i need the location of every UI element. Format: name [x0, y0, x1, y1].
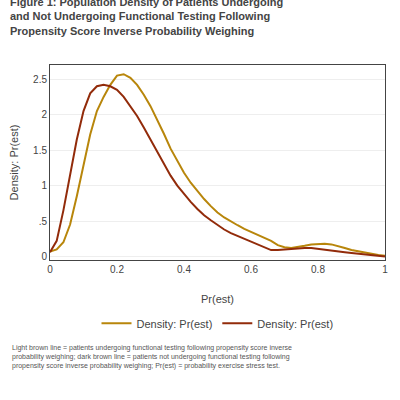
svg-text:Figure 1: Population Density o: Figure 1: Population Density of Patients… [10, 0, 283, 37]
svg-text:0.2: 0.2 [110, 264, 124, 275]
svg-text:0.4: 0.4 [177, 264, 191, 275]
svg-text:Density: Pr(est): Density: Pr(est) [137, 318, 213, 330]
svg-text:0: 0 [41, 251, 47, 262]
svg-text:1: 1 [382, 264, 388, 275]
svg-text:.5: .5 [39, 216, 48, 227]
svg-text:1: 1 [41, 180, 47, 191]
svg-text:2.5: 2.5 [33, 74, 47, 85]
svg-text:0.8: 0.8 [311, 264, 325, 275]
svg-text:2: 2 [41, 109, 47, 120]
svg-text:1.5: 1.5 [33, 145, 47, 156]
svg-text:Light brown line = patients un: Light brown line = patients undergoing f… [12, 344, 292, 370]
svg-text:0: 0 [47, 264, 53, 275]
svg-text:0.6: 0.6 [244, 264, 258, 275]
svg-text:Pr(est): Pr(est) [201, 293, 234, 305]
svg-text:Density: Pr(est): Density: Pr(est) [8, 125, 20, 201]
svg-text:Density: Pr(est): Density: Pr(est) [257, 318, 333, 330]
